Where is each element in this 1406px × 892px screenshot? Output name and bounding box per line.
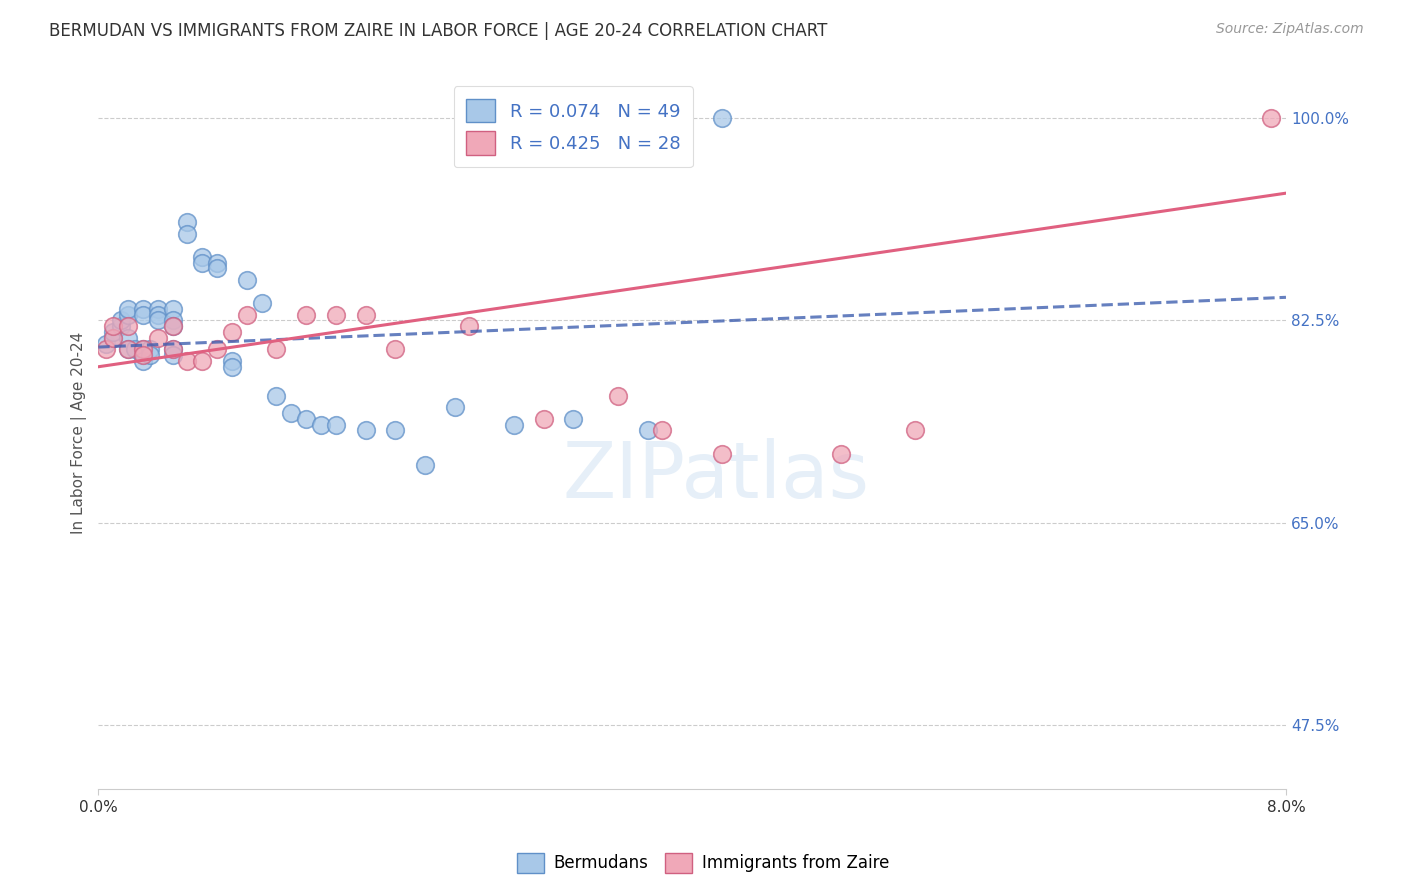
Point [205,343,228,357]
Legend: Bermudans, Immigrants from Zaire: Bermudans, Immigrants from Zaire [510,847,896,880]
Point [295,308,318,322]
Point [830,446,852,460]
Point [132,354,155,368]
Point [103,319,125,334]
Point [94,336,117,351]
Point [325,417,347,432]
Point [562,412,585,426]
Point [146,308,169,322]
Point [176,354,198,368]
Point [205,255,228,269]
Point [94,343,117,357]
Point [681,840,703,855]
Point [132,301,155,316]
Point [309,417,332,432]
Point [205,261,228,276]
Point [266,343,288,357]
Point [236,273,259,287]
Point [162,301,184,316]
Point [110,319,132,334]
Point [162,343,184,357]
Point [103,331,125,345]
Point [176,215,198,229]
Point [146,301,169,316]
Point [384,343,406,357]
Point [236,308,259,322]
Point [443,401,465,415]
Text: ZIPatlas: ZIPatlas [562,438,869,514]
Point [354,424,377,438]
Point [117,308,139,322]
Point [132,343,155,357]
Point [280,406,302,420]
Point [132,348,155,362]
Point [637,424,659,438]
Point [413,458,436,472]
Point [191,250,214,264]
Point [221,354,243,368]
Point [904,424,927,438]
Y-axis label: In Labor Force | Age 20-24: In Labor Force | Age 20-24 [72,332,87,534]
Point [606,389,628,403]
Legend: R = 0.074   N = 49, R = 0.425   N = 28: R = 0.074 N = 49, R = 0.425 N = 28 [454,87,693,167]
Point [651,424,673,438]
Point [103,331,125,345]
Point [124,343,146,357]
Point [710,111,733,125]
Point [710,446,733,460]
Point [117,301,139,316]
Point [176,227,198,241]
Point [146,331,169,345]
Text: BERMUDAN VS IMMIGRANTS FROM ZAIRE IN LABOR FORCE | AGE 20-24 CORRELATION CHART: BERMUDAN VS IMMIGRANTS FROM ZAIRE IN LAB… [49,22,828,40]
Point [221,325,243,339]
Point [250,296,273,310]
Point [458,319,481,334]
Point [162,348,184,362]
Point [221,359,243,374]
Point [110,313,132,327]
Point [325,308,347,322]
Point [117,319,139,334]
Point [132,343,155,357]
Point [384,424,406,438]
Point [139,348,162,362]
Point [139,343,162,357]
Point [117,331,139,345]
Point [503,417,526,432]
Point [354,308,377,322]
Point [162,313,184,327]
Point [146,313,169,327]
Point [117,343,139,357]
Point [295,412,318,426]
Point [162,319,184,334]
Point [191,255,214,269]
Point [1260,111,1282,125]
Point [191,354,214,368]
Point [533,412,555,426]
Point [266,389,288,403]
Point [162,343,184,357]
Point [162,319,184,334]
Point [117,343,139,357]
Point [132,348,155,362]
Point [103,325,125,339]
Text: Source: ZipAtlas.com: Source: ZipAtlas.com [1216,22,1364,37]
Point [132,308,155,322]
